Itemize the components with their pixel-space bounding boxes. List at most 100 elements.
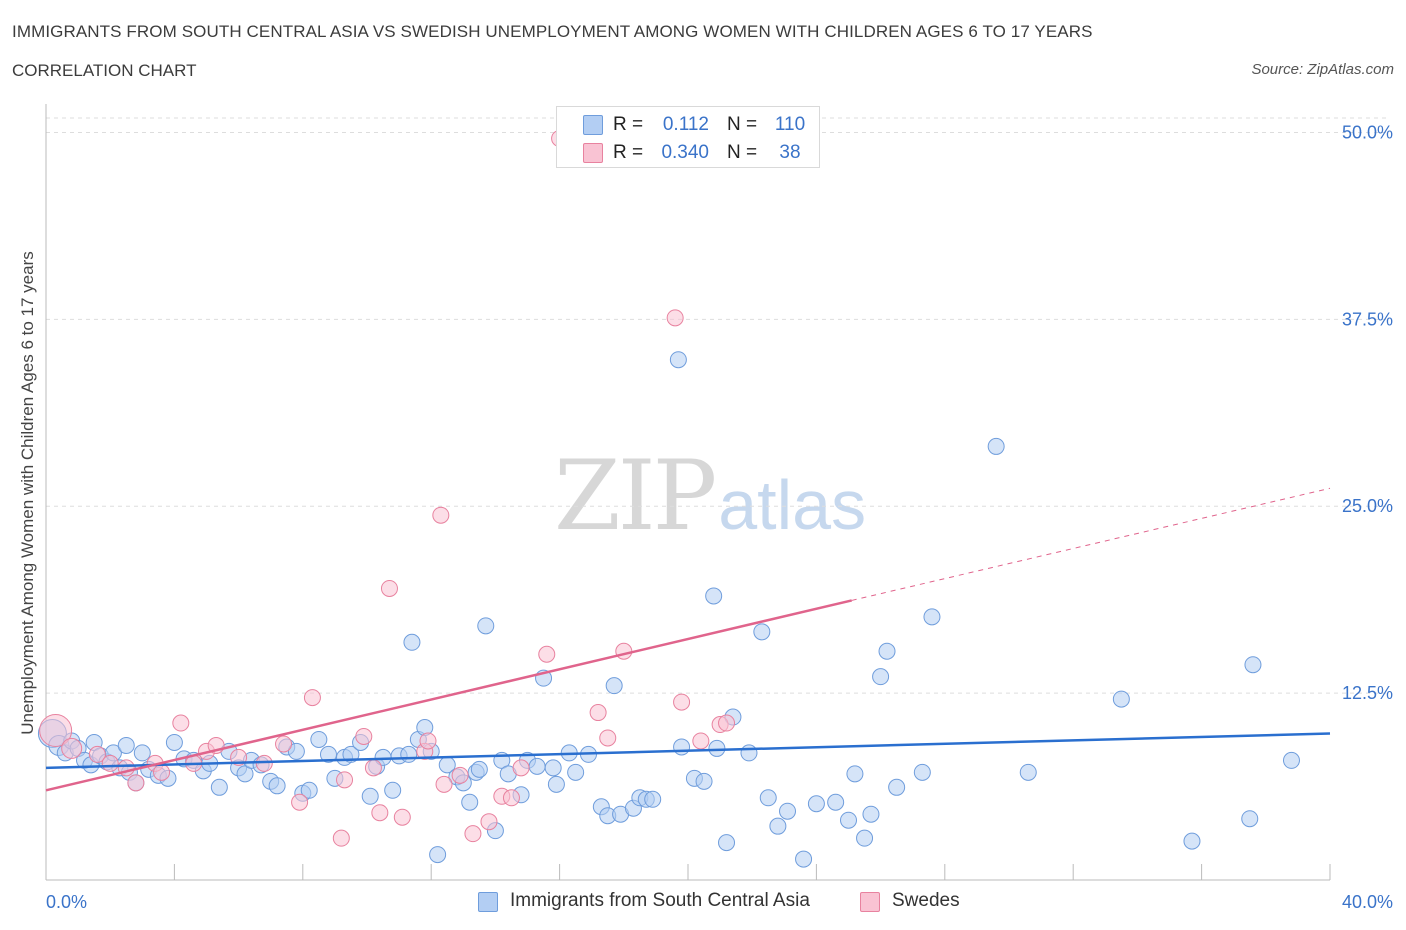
- data-point-immigrants: [644, 790, 662, 808]
- data-point-immigrants: [544, 759, 562, 777]
- data-point-immigrants: [605, 677, 623, 695]
- data-point-swedes: [153, 763, 171, 781]
- data-point-swedes: [303, 689, 321, 707]
- data-point-swedes: [615, 642, 633, 660]
- data-point-immigrants: [1183, 832, 1201, 850]
- watermark-logo: ZIPatlas: [554, 440, 866, 552]
- data-point-swedes: [718, 714, 736, 732]
- data-point-immigrants: [470, 760, 488, 778]
- data-point-immigrants: [547, 775, 565, 793]
- legend-swatch-blue: [583, 115, 603, 135]
- data-point-swedes: [380, 579, 398, 597]
- data-point-swedes: [464, 825, 482, 843]
- data-point-immigrants: [827, 793, 845, 811]
- data-point-immigrants: [673, 738, 691, 756]
- data-point-immigrants: [718, 834, 736, 852]
- watermark-atlas: atlas: [718, 466, 867, 544]
- data-point-immigrants: [872, 668, 890, 686]
- data-point-immigrants: [862, 805, 880, 823]
- legend-swatch-pink: [860, 892, 880, 912]
- data-point-immigrants: [840, 811, 857, 829]
- data-point-swedes: [599, 729, 617, 747]
- data-point-immigrants: [779, 802, 797, 820]
- n-value: 38: [779, 142, 801, 163]
- data-point-immigrants: [268, 777, 286, 795]
- data-point-immigrants: [846, 765, 864, 783]
- data-point-immigrants: [856, 829, 874, 847]
- data-point-immigrants: [759, 789, 777, 807]
- source-credit: Source: ZipAtlas.com: [1251, 61, 1394, 78]
- y-tick-label: 25.0%: [1342, 496, 1393, 516]
- data-point-swedes: [101, 754, 119, 772]
- data-point-immigrants: [769, 817, 787, 835]
- y-tick-label: 12.5%: [1342, 683, 1393, 703]
- data-point-immigrants: [705, 587, 723, 605]
- data-point-swedes: [393, 808, 411, 826]
- data-point-swedes: [502, 789, 520, 807]
- data-point-immigrants: [708, 739, 726, 757]
- r-value: 0.340: [661, 142, 709, 163]
- data-point-swedes: [435, 775, 453, 793]
- data-point-immigrants: [133, 744, 151, 762]
- chart-title: IMMIGRANTS FROM SOUTH CENTRAL ASIA VS SW…: [12, 22, 1093, 41]
- data-point-immigrants: [361, 787, 379, 805]
- data-point-immigrants: [1282, 751, 1300, 769]
- data-point-immigrants: [1244, 656, 1262, 674]
- trend-line-extension-swedes: [851, 487, 1331, 601]
- data-point-immigrants: [795, 850, 813, 868]
- data-point-swedes: [127, 774, 145, 792]
- legend-label-immigrants: Immigrants from South Central Asia: [510, 890, 810, 911]
- x-tick-label: 40.0%: [1342, 892, 1393, 912]
- data-point-immigrants: [477, 617, 495, 635]
- data-point-swedes: [480, 813, 498, 831]
- y-tick-label: 50.0%: [1342, 122, 1393, 142]
- data-point-immigrants: [923, 608, 941, 626]
- data-point-immigrants: [528, 757, 546, 775]
- correlation-legend: R = 0.112 N = 110 R = 0.340 N = 38: [556, 106, 820, 168]
- data-point-swedes: [451, 766, 469, 784]
- data-point-swedes: [371, 804, 389, 822]
- data-point-immigrants: [807, 795, 825, 813]
- data-point-swedes: [589, 704, 607, 722]
- data-point-swedes: [39, 713, 73, 747]
- data-point-swedes: [88, 745, 106, 763]
- n-label: N =: [727, 114, 758, 135]
- trend-line-swedes: [45, 599, 852, 792]
- data-point-immigrants: [300, 781, 318, 799]
- data-point-swedes: [172, 714, 190, 732]
- watermark-zip: ZIP: [554, 440, 717, 552]
- data-point-immigrants: [567, 763, 585, 781]
- data-point-immigrants: [753, 623, 771, 641]
- r-label: R =: [613, 114, 644, 135]
- data-point-immigrants: [1241, 810, 1259, 828]
- r-value: 0.112: [662, 114, 709, 135]
- data-point-immigrants: [1019, 763, 1037, 781]
- r-label: R =: [613, 142, 644, 163]
- data-point-swedes: [419, 732, 437, 750]
- data-point-immigrants: [400, 745, 418, 763]
- data-point-immigrants: [695, 772, 713, 790]
- data-point-immigrants: [210, 778, 228, 796]
- data-point-immigrants: [878, 642, 896, 660]
- data-point-swedes: [673, 693, 691, 711]
- legend-swatch-blue: [478, 892, 498, 912]
- data-point-swedes: [538, 645, 556, 663]
- x-tick-label: 0.0%: [46, 892, 87, 912]
- y-tick-label: 37.5%: [1342, 309, 1393, 329]
- data-point-immigrants: [429, 846, 447, 864]
- data-point-swedes: [364, 759, 382, 777]
- data-point-swedes: [291, 793, 309, 811]
- data-point-immigrants: [740, 744, 758, 762]
- data-point-immigrants: [461, 793, 479, 811]
- trend-line-immigrants: [45, 732, 1331, 770]
- data-point-immigrants: [888, 778, 906, 796]
- data-point-swedes: [275, 735, 293, 753]
- data-point-immigrants: [310, 730, 328, 748]
- data-point-swedes: [512, 759, 530, 777]
- legend-swatch-pink: [583, 143, 603, 163]
- chart-subtitle: CORRELATION CHART: [12, 61, 197, 80]
- data-point-swedes: [666, 309, 684, 327]
- data-point-immigrants: [165, 733, 183, 751]
- data-point-swedes: [692, 732, 710, 750]
